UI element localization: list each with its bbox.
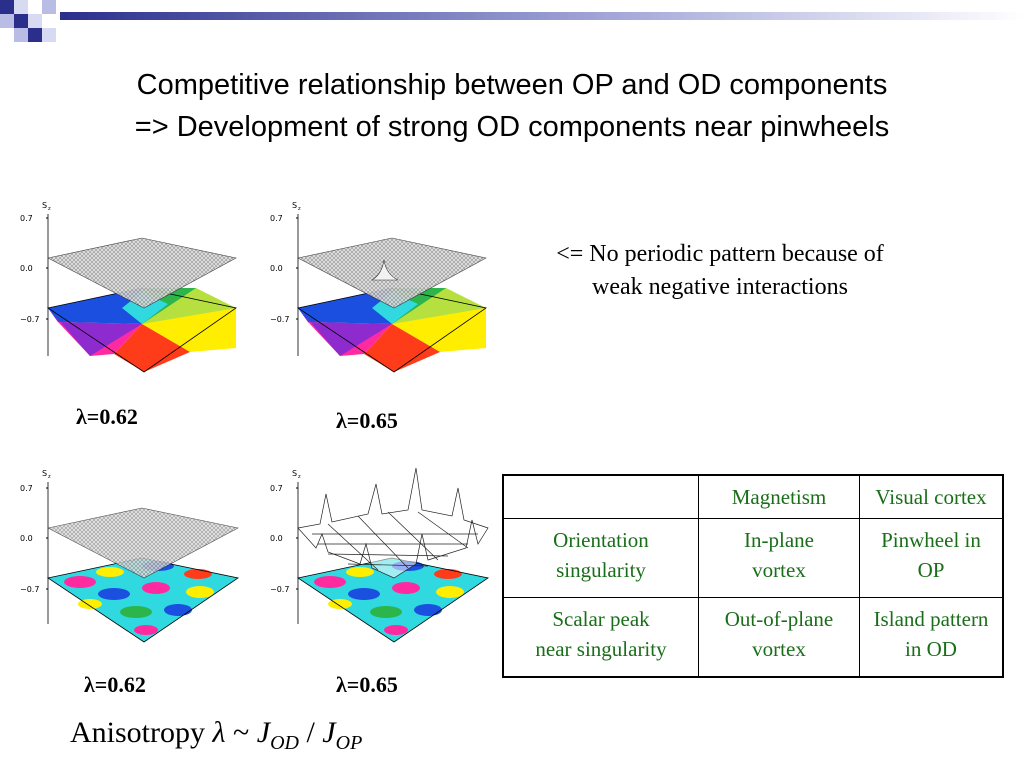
surface-plot-svg: S z 0.7 0.0 −0.7 — [270, 467, 490, 643]
tick-label: 0.0 — [270, 534, 283, 543]
tick-label: 0.0 — [20, 264, 33, 273]
tick-label: 0.0 — [270, 264, 283, 273]
formula-tilde: ~ — [225, 716, 257, 749]
axis-label: S — [42, 201, 47, 210]
orientation-map-floor — [296, 557, 490, 643]
axis-label-sub: z — [48, 474, 51, 480]
formula-prefix: Anisotropy — [70, 716, 213, 749]
cell-line: in OD — [905, 636, 957, 661]
table-header-cell — [502, 474, 699, 519]
cell-line: Scalar peak — [552, 606, 650, 631]
surface-mesh — [47, 507, 239, 579]
cell-line: Island pattern — [873, 606, 989, 631]
note-text: <= No periodic pattern because of weak n… — [500, 238, 940, 304]
cell-line: Out-of-plane — [724, 606, 834, 631]
axis-label: S — [42, 469, 47, 478]
table-cell: Out-of-plane vortex — [698, 596, 860, 678]
table-cell: Island pattern in OD — [859, 596, 1004, 678]
tick-label: −0.7 — [270, 585, 289, 594]
formula-j-od: J — [256, 716, 271, 749]
tick-label: −0.7 — [20, 585, 39, 594]
formula-sub-op: OP — [335, 732, 363, 754]
axis-label-sub: z — [298, 206, 301, 212]
cell-line: Orientation — [553, 528, 649, 552]
plot-bottom-right: S z 0.7 0.0 −0.7 — [268, 464, 498, 664]
title-line-1: Competitive relationship between OP and … — [136, 69, 888, 101]
orientation-map-floor — [46, 557, 240, 643]
table-header-cell: Magnetism — [698, 474, 860, 519]
tick-label: −0.7 — [20, 315, 39, 324]
tick-label: 0.7 — [20, 484, 33, 493]
surface-plot-svg: S z 0.7 0.0 −0.7 — [270, 201, 487, 373]
cell-line: vortex — [752, 636, 806, 661]
axis-label-sub: z — [298, 474, 301, 480]
slide-title: Competitive relationship between OP and … — [0, 64, 1024, 148]
lambda-label-top-left: λ=0.62 — [76, 404, 138, 429]
surface-peak — [370, 259, 399, 281]
title-line-2: => Development of strong OD components n… — [134, 111, 890, 143]
plot-top-right: S z 0.7 0.0 −0.7 — [268, 196, 498, 386]
axis-label: S — [292, 469, 297, 478]
table-cell: In-plane vortex — [698, 518, 860, 598]
comparison-table: Magnetism Visual cortex Orientation singu… — [502, 474, 1004, 678]
tick-label: −0.7 — [270, 315, 289, 324]
tick-label: 0.7 — [270, 214, 283, 223]
corner-decoration — [0, 0, 1024, 42]
note-line-2: weak negative interactions — [592, 274, 848, 300]
cell-line: near singularity — [535, 636, 667, 661]
cell-line: In-plane — [744, 528, 814, 552]
tick-label: 0.0 — [20, 534, 33, 543]
table-header-cell: Visual cortex — [859, 474, 1004, 519]
lambda-label-bottom-right: λ=0.65 — [336, 672, 398, 697]
cell-line: vortex — [752, 558, 806, 582]
surface-mesh — [297, 237, 487, 309]
plot-bottom-left: S z 0.7 0.0 −0.7 — [18, 464, 248, 664]
table-cell: Pinwheel in OP — [859, 518, 1004, 598]
plot-top-left: S z 0.7 0.0 −0.7 — [18, 196, 248, 386]
table-row: Orientation singularity In-plane vortex Pi… — [502, 518, 1004, 598]
formula-sub-od: OD — [270, 732, 299, 754]
note-line-1: <= No periodic pattern because of — [556, 241, 884, 267]
formula-j-op: J — [322, 716, 336, 749]
axis-label-sub: z — [48, 206, 51, 212]
cell-line: OP — [917, 558, 945, 582]
tick-label: 0.7 — [20, 214, 33, 223]
table-cell: Orientation singularity — [502, 518, 699, 598]
table-row: Scalar peak near singularity Out-of-plane… — [502, 596, 1004, 678]
table-cell: Scalar peak near singularity — [502, 596, 699, 678]
cell-line: singularity — [556, 558, 646, 582]
table-header-row: Magnetism Visual cortex — [502, 474, 1004, 519]
surface-plot-svg: S z 0.7 0.0 −0.7 — [20, 469, 240, 643]
surface-mesh — [47, 237, 237, 309]
axis-label: S — [292, 201, 297, 210]
lambda-label-top-right: λ=0.65 — [336, 408, 398, 433]
anisotropy-formula: Anisotropy λ ~ JOD / JOP — [70, 716, 362, 755]
tick-label: 0.7 — [270, 484, 283, 493]
cell-line: Pinwheel in — [881, 528, 981, 552]
surface-mesh-peaked — [297, 467, 489, 579]
lambda-label-bottom-left: λ=0.62 — [84, 672, 146, 697]
formula-lambda: λ — [212, 716, 226, 749]
formula-slash: / — [298, 716, 323, 749]
surface-plot-svg: S z 0.7 0.0 −0.7 — [20, 201, 237, 373]
